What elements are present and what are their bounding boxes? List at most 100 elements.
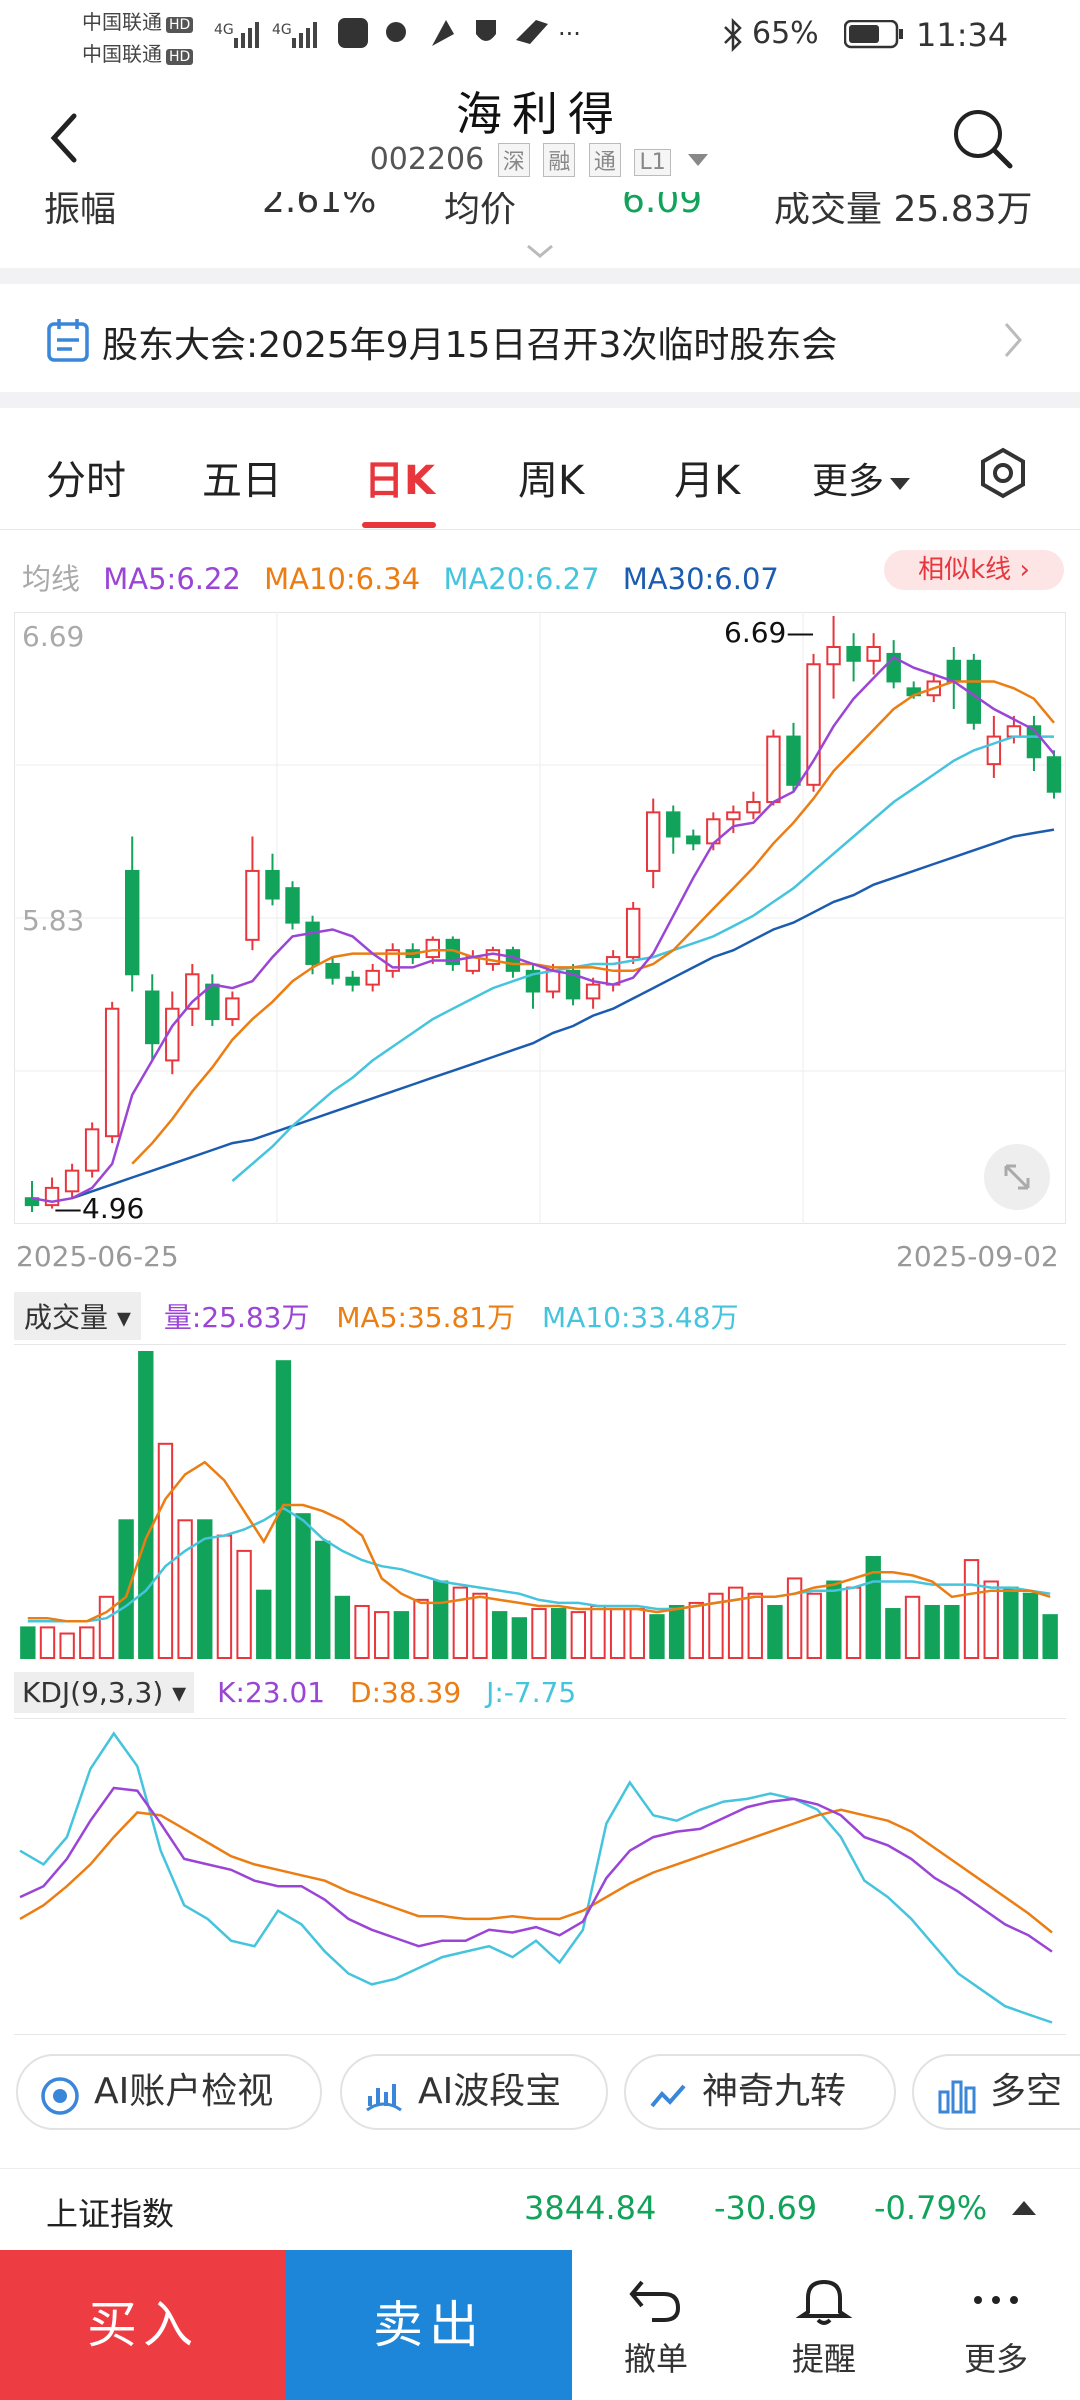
stock-header: 海利得 002206 深 融 通 L1 (0, 70, 1080, 200)
volume-bar (845, 1586, 862, 1659)
kdj-indicator-select[interactable]: KDJ(9,3,3) ▾ (14, 1672, 195, 1713)
kdj-legend: KDJ(9,3,3) ▾ K:23.01 D:38.39 J:-7.75 (14, 1672, 592, 1713)
amplitude-value: 2.61% (262, 192, 377, 221)
stock-code: 002206 (369, 142, 485, 177)
index-change: -30.69 (714, 2189, 818, 2227)
tab-weekly-k[interactable]: 周K (518, 458, 585, 504)
shareholder-meeting-notice[interactable]: 股东大会:2025年9月15日召开3次临时股东会 (0, 290, 1080, 390)
ma20-value: MA20:6.27 (443, 562, 600, 596)
sell-button[interactable]: 卖出 (286, 2250, 572, 2400)
tag-rong: 融 (543, 143, 576, 177)
ma20-line (231, 735, 1054, 1182)
volume-bar (79, 1626, 95, 1659)
volume-bar (550, 1608, 567, 1660)
volume-bar (1003, 1586, 1019, 1659)
candle-up (245, 869, 260, 941)
kdj-k-value: K:23.01 (217, 1676, 326, 1709)
candle-up (64, 1169, 80, 1193)
low-price-label: —4.96 (54, 1192, 145, 1225)
volume-bar (256, 1589, 272, 1659)
divider (14, 1718, 1066, 1719)
chart-period-tabs: 分时 五日 日K 周K 月K 更多 (0, 420, 1080, 530)
volume-bar (570, 1611, 587, 1660)
notification-icons: ··· (338, 18, 581, 48)
tab-more[interactable]: 更多 (812, 452, 912, 504)
candle-up (766, 735, 781, 804)
candle-up (746, 801, 761, 814)
stock-name: 海利得 (456, 87, 624, 141)
back-arrow-icon[interactable] (44, 108, 84, 168)
settings-hexagon-icon[interactable] (976, 446, 1030, 500)
ai-account-review-chip[interactable]: AI账户检视 (16, 2054, 322, 2130)
tab-daily-k[interactable]: 日K (364, 458, 435, 504)
tab-intraday[interactable]: 分时 (46, 458, 126, 504)
volume-bar (59, 1632, 75, 1659)
volume-bar (649, 1614, 665, 1660)
ai-tools-row: AI账户检视 AI波段宝 神奇九转 多空 (0, 2052, 1080, 2132)
volume-bar (275, 1360, 292, 1660)
battery-icon (844, 20, 903, 49)
more-button[interactable]: 更多 (916, 2250, 1076, 2400)
cancel-order-button[interactable]: 撤单 (576, 2250, 736, 2400)
ai-band-chip[interactable]: AI波段宝 (340, 2054, 608, 2130)
kdj-j-value: J:-7.75 (486, 1676, 577, 1709)
candle-down (325, 962, 340, 979)
candle-down (285, 887, 300, 924)
volume-bar (197, 1519, 213, 1659)
volume-bar (393, 1611, 410, 1660)
remind-button[interactable]: 提醒 (744, 2250, 904, 2400)
notice-text: 股东大会:2025年9月15日召开3次临时股东会 (102, 325, 838, 366)
volume-ma5-line (27, 1460, 1051, 1623)
index-value: 3844.84 (524, 2189, 657, 2227)
volume-bar (157, 1442, 174, 1659)
buy-button[interactable]: 买入 (0, 2250, 286, 2400)
stock-code-row: 002206 深 融 通 L1 (0, 142, 1080, 177)
carrier-label-2: 中国联通 HD (82, 38, 194, 67)
volume-bar (747, 1592, 763, 1660)
kdj-chart[interactable] (14, 1720, 1066, 2032)
fullscreen-button[interactable] (984, 1144, 1050, 1210)
volume-bar (786, 1577, 803, 1659)
high-price-label: 6.69— (724, 616, 815, 649)
svg-text:4G: 4G (214, 22, 234, 38)
volume-bar (472, 1592, 488, 1660)
expand-chevron-icon[interactable] (524, 242, 556, 262)
chevron-right-icon (1004, 323, 1022, 357)
candle-up (104, 1007, 120, 1138)
volume-bar (98, 1595, 115, 1660)
volume-bar (668, 1604, 685, 1660)
active-tab-indicator (362, 522, 436, 528)
tab-monthly-k[interactable]: 月K (674, 458, 741, 504)
calendar-icon (47, 319, 89, 362)
volume-bar (629, 1608, 645, 1660)
similar-k-button[interactable]: 相似k线 › (884, 550, 1064, 590)
expand-icon (1004, 1164, 1030, 1190)
volume-bar (118, 1519, 134, 1659)
long-short-chip[interactable]: 多空 (912, 2054, 1080, 2130)
svg-text:···: ··· (558, 20, 581, 48)
expand-up-icon[interactable] (1010, 2197, 1038, 2217)
volume-bar (433, 1580, 449, 1659)
search-icon[interactable] (950, 106, 1014, 170)
candlestick-chart[interactable] (14, 612, 1066, 1224)
index-ticker-row[interactable]: 上证指数 3844.84 -30.69 -0.79% (0, 2168, 1080, 2248)
tab-five-day[interactable]: 五日 (202, 458, 282, 504)
volume-chart[interactable] (14, 1346, 1066, 1660)
avg-label: 均价 (444, 192, 517, 230)
candle-up (84, 1128, 100, 1172)
dropdown-triangle-icon[interactable] (686, 151, 710, 169)
volume-value: 量:25.83万 (163, 1301, 310, 1334)
bottom-action-bar: 买入 卖出 撤单 提醒 更多 (0, 2250, 1080, 2400)
candle-down (686, 835, 701, 845)
clock: 11:34 (916, 16, 1009, 54)
price-axis-top: 6.69 (22, 620, 85, 653)
candle-up (465, 956, 481, 972)
magic-nine-chip[interactable]: 神奇九转 (624, 2054, 896, 2130)
volume-bar (688, 1601, 704, 1660)
volume-legend: 成交量 ▾ 量:25.83万 MA5:35.81万 MA10:33.48万 (14, 1292, 757, 1340)
ma5-value: MA5:6.22 (103, 562, 241, 596)
volume-indicator-select[interactable]: 成交量 ▾ (14, 1292, 141, 1340)
candle-up (365, 969, 380, 986)
candle-up (726, 811, 741, 821)
index-pct: -0.79% (874, 2189, 988, 2227)
